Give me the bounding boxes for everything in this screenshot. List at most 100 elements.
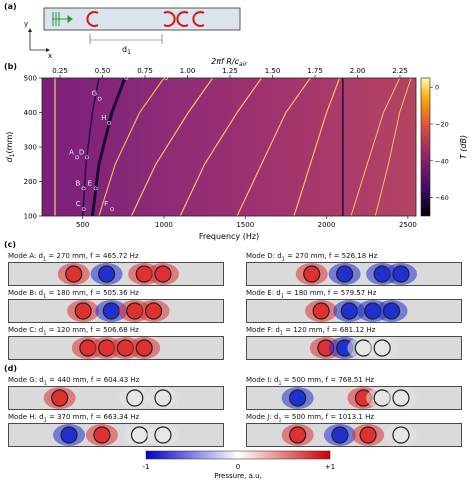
panel-label-c: (c) <box>4 240 17 249</box>
resonator-I-4 <box>392 389 410 407</box>
heatmap-curve-8 <box>350 78 401 216</box>
annotation-point-F <box>110 207 115 212</box>
mode-title-D: Mode D: d1 = 270 mm, f = 526.18 Hz <box>246 252 378 263</box>
pressure-gradient <box>145 450 331 460</box>
pressure-tick-max: +1 <box>325 463 335 471</box>
resonator-1 <box>86 11 99 27</box>
annotation-label-E: E <box>88 179 92 187</box>
heatmap-curve-6 <box>236 78 311 216</box>
mode-field-I <box>246 386 462 410</box>
resonator-J-3 <box>359 426 377 444</box>
annotation-point-J <box>164 76 168 80</box>
pressure-tick-min: -1 <box>143 463 150 471</box>
y-tick-label: 100 <box>24 213 37 221</box>
resonator-A-2 <box>98 265 116 283</box>
resonator-B-1 <box>74 302 92 320</box>
waveguide-schematic: d1 y x <box>24 7 241 58</box>
x-tick-label: 2000 <box>318 221 336 229</box>
top-tick-label: 0.25 <box>52 67 68 75</box>
transmission-heatmap: 500 1000 1500 2000 2500 100 200 300 400 500 0.25… <box>5 57 468 241</box>
heatmap-curve-7 <box>293 78 341 216</box>
mode-title-G: Mode G: d1 = 440 mm, f = 604.43 Hz <box>8 376 140 387</box>
annotation-label-I: I <box>118 69 120 77</box>
resonator-B-4 <box>144 302 163 320</box>
annotation-point-G <box>97 96 102 101</box>
top-tick-label: 1.75 <box>307 67 323 75</box>
top-axis-title: 2πf R/cair <box>211 57 247 68</box>
mode-title-H: Mode H: d1 = 370 mm, f = 663.34 Hz <box>8 413 140 424</box>
d1-label: d1 <box>122 45 131 56</box>
resonator-2 <box>163 11 176 27</box>
annotation-label-C: C <box>76 200 81 208</box>
pressure-label: Pressure, a.u, <box>214 472 262 480</box>
annotation-label-A: A <box>69 148 74 156</box>
x-axis-label: x <box>48 52 52 58</box>
resonator-F-4 <box>373 339 391 357</box>
resonator-J-4 <box>392 426 410 444</box>
resonator-A-1 <box>65 265 83 283</box>
top-tick-label: 2.25 <box>392 67 408 75</box>
resonator-G-3 <box>154 389 172 407</box>
top-tick-label: 0.75 <box>137 67 153 75</box>
x-tick-label: 2500 <box>399 221 417 229</box>
mode-title-C: Mode C: d1 = 120 mm, f = 506.68 Hz <box>8 326 139 337</box>
pressure-colorbar: -1 0 +1 Pressure, a.u, <box>143 450 335 480</box>
x-tick-label: 500 <box>76 221 89 229</box>
resonator-H-2 <box>93 426 111 444</box>
resonator-G-1 <box>51 389 69 407</box>
top-tick-label: 0.50 <box>95 67 111 75</box>
mode-field-E <box>246 299 462 323</box>
mode-title-J: Mode J: d1 = 500 mm, f = 1013.1 Hz <box>246 413 375 424</box>
resonator-H-3 <box>130 426 149 444</box>
resonator-D-4 <box>392 265 410 283</box>
resonator-J-1 <box>289 426 307 444</box>
annotation-point-E <box>93 186 98 191</box>
resonator-4 <box>192 11 205 27</box>
mode-field-C <box>8 336 224 360</box>
y-tick-label: 500 <box>24 75 37 83</box>
resonator-B-2 <box>102 302 120 320</box>
top-tick-label: 2.00 <box>350 67 366 75</box>
mode-field-B <box>8 299 224 323</box>
annotation-point-D <box>85 155 89 160</box>
heatmap-curve-5 <box>179 78 262 216</box>
resonator-E-4 <box>382 302 401 320</box>
annotation-label-B: B <box>76 179 81 187</box>
x-tick-label: 1000 <box>155 221 173 229</box>
annotation-label-J: J <box>157 69 160 77</box>
mode-field-A <box>8 262 224 286</box>
mode-title-B: Mode B: d1 = 180 mm, f = 505.36 Hz <box>8 289 139 300</box>
source-icon <box>52 12 73 26</box>
heatmap-curve-2 <box>81 78 100 216</box>
resonator-D-2 <box>336 265 354 283</box>
panel-label-b: (b) <box>4 62 18 71</box>
colorbar-tick-label: −20 <box>435 121 449 129</box>
annotation-point-H <box>107 120 112 125</box>
annotation-label-D: D <box>79 148 84 156</box>
x-axis-title: Frequency (Hz) <box>199 232 259 241</box>
annotation-point-A <box>75 155 79 160</box>
y-tick-label: 200 <box>24 178 37 186</box>
top-tick-label: 1.25 <box>222 67 238 75</box>
colorbar-tick-label: −60 <box>435 194 449 202</box>
resonator-E-1 <box>312 302 330 320</box>
mode-title-A: Mode A: d1 = 270 mm, f = 465.72 Hz <box>8 252 139 263</box>
resonator-C-4 <box>135 339 153 357</box>
resonator-H-1 <box>60 426 78 444</box>
panel-label-a: (a) <box>4 2 17 11</box>
annotation-label-G: G <box>92 90 97 98</box>
resonator-G-2 <box>126 389 144 407</box>
annotation-label-F: F <box>104 200 108 208</box>
top-tick-label: 1.50 <box>265 67 281 75</box>
mode-field-D <box>246 262 462 286</box>
mode-title-I: Mode I: d1 = 500 mm, f = 768.51 Hz <box>246 376 375 387</box>
y-tick-label: 300 <box>24 144 37 152</box>
colorbar-tick-label: −40 <box>435 157 449 165</box>
annotation-point-I <box>124 76 129 80</box>
y-tick-label: 400 <box>24 109 37 117</box>
mode-field-G <box>8 386 224 410</box>
colorbar-tick-label: 0 <box>435 84 439 92</box>
mode-title-F: Mode F: d1 = 120 mm, f = 681.12 Hz <box>246 326 376 337</box>
pressure-tick-zero: 0 <box>236 463 240 471</box>
top-tick-label: 1.00 <box>180 67 196 75</box>
